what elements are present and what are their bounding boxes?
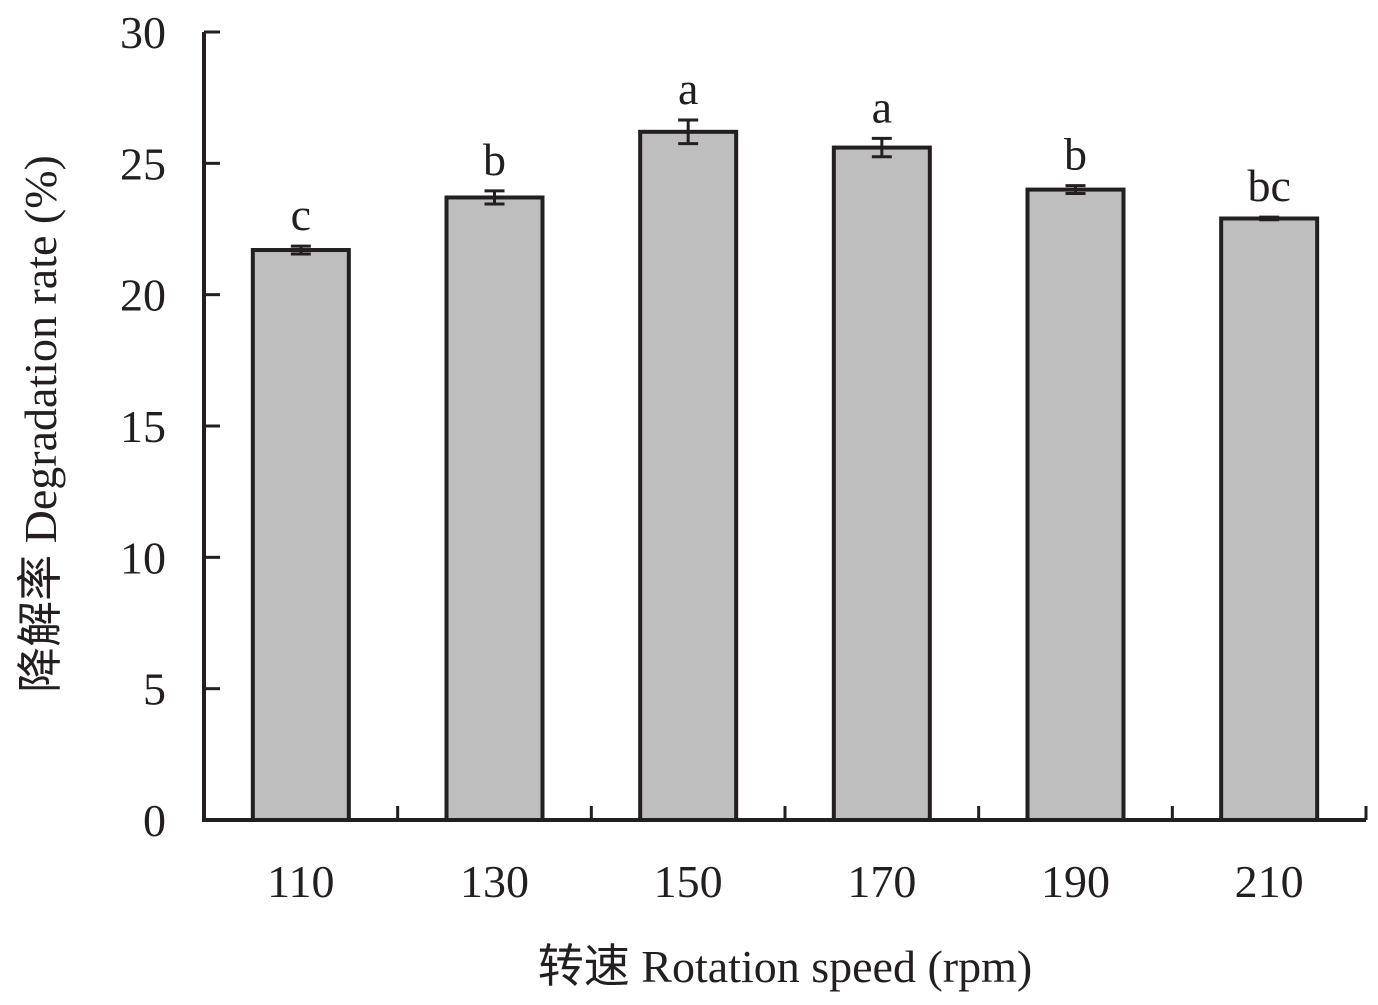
y-tick-label-25: 25: [120, 138, 166, 189]
y-axis-title: 降解率 Degradation rate (%): [15, 155, 66, 693]
labels-layer: c 110 b 130 a 150 a 170 b 190 bc 210 0 5 10 15 20 25 30: [120, 7, 1304, 907]
x-tick-label-170: 170: [847, 856, 916, 907]
x-axis-title: 转速 Rotation speed (rpm): [538, 941, 1032, 992]
x-tick-label-150: 150: [654, 856, 723, 907]
significance-label-110: c: [291, 189, 311, 240]
significance-label-210: bc: [1247, 160, 1290, 211]
x-tick-label-210: 210: [1235, 856, 1304, 907]
x-tick-label-190: 190: [1041, 856, 1110, 907]
bar-210: [1219, 216, 1320, 822]
significance-label-150: a: [678, 63, 698, 114]
x-tick-label-130: 130: [460, 856, 529, 907]
y-tick-label-30: 30: [120, 7, 166, 58]
significance-label-130: b: [483, 134, 506, 185]
bar-110: [250, 248, 351, 823]
bar-150: [638, 129, 739, 822]
bar-190: [1025, 187, 1126, 823]
y-tick-label-0: 0: [143, 795, 166, 846]
bar-130: [444, 195, 545, 823]
axes-layer: [202, 30, 1368, 822]
significance-label-170: a: [872, 81, 892, 132]
significance-label-190: b: [1064, 129, 1087, 180]
y-tick-label-10: 10: [120, 532, 166, 583]
error-bars-layer: [290, 118, 1280, 256]
y-tick-label-15: 15: [120, 401, 166, 452]
x-tick-label-110: 110: [267, 856, 334, 907]
y-tick-label-5: 5: [143, 664, 166, 715]
bars-layer: [250, 129, 1320, 823]
y-tick-label-20: 20: [120, 270, 166, 321]
bar-170: [831, 145, 932, 823]
